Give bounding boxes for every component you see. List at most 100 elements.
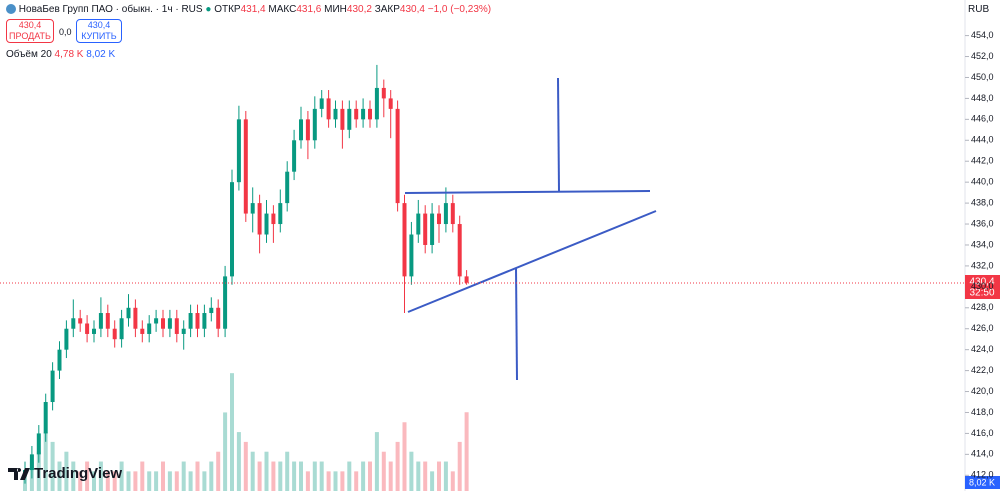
volume-bar [292, 461, 297, 491]
y-tick-label: 434,0 [971, 239, 994, 249]
volume-bar [354, 471, 359, 491]
y-tick-label: 444,0 [971, 135, 994, 145]
trendline [407, 210, 657, 313]
volume-bar [271, 461, 276, 491]
volume-bar [126, 471, 131, 491]
y-tick-label: 412,0 [971, 470, 994, 480]
candle-body [437, 213, 441, 225]
candle-body [78, 318, 83, 324]
candle-body [443, 203, 448, 225]
volume-bar [278, 461, 283, 491]
y-tick-label: 430,0 [971, 281, 994, 291]
symbol: НоваБев Групп ПАО · обыкн. · 1ч · RUS [18, 4, 203, 15]
candle-body [92, 328, 96, 334]
ohlc-label: ОТКР [214, 4, 241, 15]
candle-body [361, 108, 366, 120]
candle-body [50, 370, 55, 403]
trendline [515, 267, 518, 381]
volume-bar [98, 461, 103, 491]
candle-body [223, 276, 228, 329]
candle-body [167, 318, 172, 329]
candle-body [423, 213, 428, 245]
volume-bar [92, 471, 96, 491]
price-tag-text: 430,4 [969, 277, 994, 288]
volume-bar [299, 461, 303, 491]
sell-button[interactable]: 430,4 ПРОДАТЬ [6, 19, 54, 43]
volume-bar [161, 461, 165, 491]
volume-bar [64, 451, 69, 491]
candle-body [430, 213, 435, 245]
ohlc-value: 430,2 [346, 4, 372, 15]
y-tick-label: 436,0 [971, 218, 994, 228]
volume-bar [181, 461, 186, 491]
candle-body [388, 98, 393, 109]
volume-bar [105, 471, 110, 491]
candle-body [98, 313, 103, 329]
candle-body [354, 108, 359, 120]
candle-body [257, 203, 262, 235]
candle-body [126, 307, 131, 319]
ohlc-label: МАКС [268, 4, 297, 15]
symbol-bar: НоваБев Групп ПАО · обыкн. · 1ч · RUS ● … [6, 4, 491, 15]
candle-body [133, 307, 138, 329]
y-tick-label: 428,0 [971, 302, 994, 312]
y-tick-label: 440,0 [971, 177, 994, 187]
candle-body [147, 323, 152, 334]
trendline [557, 77, 560, 192]
y-tick-label: 450,0 [971, 72, 994, 82]
candle-body [174, 318, 179, 334]
candle-body [140, 328, 145, 334]
volume-bar [457, 441, 462, 491]
currency: RUB [968, 4, 990, 15]
volume-bar [464, 412, 469, 491]
volume-bar [257, 461, 262, 491]
volume-bar [319, 461, 324, 491]
candle-body [374, 87, 379, 120]
y-tick-label: 420,0 [971, 386, 994, 396]
volume-bar [36, 451, 41, 491]
spread: 0,0 [59, 27, 72, 37]
candle-body [85, 323, 90, 334]
ohlc-value: 430,4 [399, 4, 425, 15]
volume-bar [423, 461, 428, 491]
candle-body [402, 203, 407, 277]
candle-body [209, 307, 214, 314]
candle-body [230, 182, 234, 277]
sell-label: ПРОДАТЬ [9, 31, 51, 41]
candle-body [299, 119, 303, 141]
trendline [404, 190, 651, 194]
volume-bar [340, 471, 345, 491]
candle-body [347, 108, 352, 130]
candle-body [271, 213, 276, 225]
candle-body [464, 276, 469, 283]
volume-bar [430, 471, 435, 491]
volume-bar [78, 471, 83, 491]
volume-bar [154, 471, 159, 491]
ohlc-value: 431,6 [296, 4, 322, 15]
candle-body [278, 203, 283, 225]
volume-bar [216, 451, 221, 491]
volume-bar [43, 432, 48, 491]
candle-body [105, 313, 110, 329]
candle-body [71, 318, 76, 329]
candle-body [188, 313, 193, 329]
volume-bar [347, 461, 352, 491]
volume-bar [236, 432, 241, 491]
volume-bar [361, 461, 366, 491]
y-tick-label: 432,0 [971, 260, 994, 270]
volume-bar [368, 461, 372, 491]
buy-button[interactable]: 430,4 КУПИТЬ [76, 19, 122, 43]
y-tick-label: 442,0 [971, 156, 994, 166]
volume-bar [395, 441, 400, 491]
candle-body [340, 108, 345, 130]
candle-body [250, 203, 255, 214]
volume-name: Объём 20 [6, 49, 52, 60]
candle-body [243, 119, 248, 214]
volume-bar [50, 441, 55, 491]
volume-bar [133, 471, 138, 491]
volume-bar [209, 461, 214, 491]
volume-bar [85, 461, 90, 491]
candle-body [368, 108, 372, 120]
